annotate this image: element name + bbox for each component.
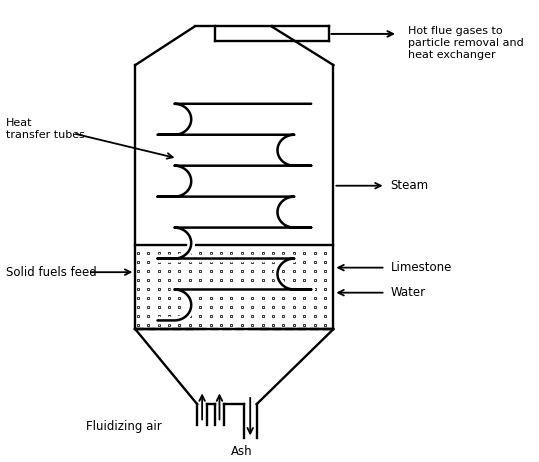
Text: Hot flue gases to
particle removal and
heat exchanger: Hot flue gases to particle removal and h…	[408, 26, 523, 60]
Text: Water: Water	[390, 286, 426, 299]
Text: Ash: Ash	[231, 445, 253, 458]
Text: Limestone: Limestone	[390, 261, 452, 274]
Text: Fluidizing air: Fluidizing air	[86, 420, 161, 433]
Text: Solid fuels feed: Solid fuels feed	[6, 266, 97, 279]
Text: Heat
transfer tubes: Heat transfer tubes	[6, 118, 85, 140]
Text: Steam: Steam	[390, 179, 429, 192]
